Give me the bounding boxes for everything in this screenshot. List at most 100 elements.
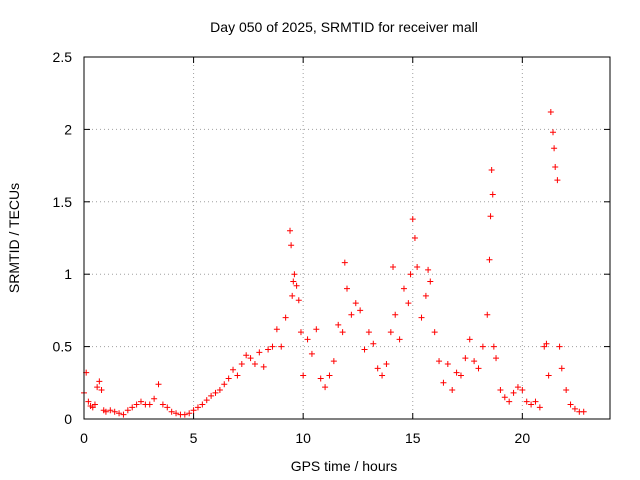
data-point [479, 343, 486, 350]
data-point [436, 358, 443, 365]
data-point [409, 216, 416, 223]
data-point [552, 164, 559, 171]
data-point [120, 411, 127, 418]
data-point [387, 329, 394, 336]
grid [84, 57, 610, 419]
data-point [493, 355, 500, 362]
data-point [247, 355, 254, 362]
data-point [379, 372, 386, 379]
data-point [164, 404, 171, 411]
data-point [322, 384, 329, 391]
data-point [173, 410, 180, 417]
data-point [107, 407, 114, 414]
data-point [487, 213, 494, 220]
data-point [256, 349, 263, 356]
data-point [425, 266, 432, 273]
data-point [313, 326, 320, 333]
data-point [348, 311, 355, 318]
data-point [304, 336, 311, 343]
data-point [278, 343, 285, 350]
data-point [514, 384, 521, 391]
x-tick-label: 20 [515, 430, 531, 446]
data-point [374, 365, 381, 372]
data-point [230, 366, 237, 373]
data-point [102, 408, 109, 415]
chart-title: Day 050 of 2025, SRMTID for receiver mal… [210, 19, 478, 35]
data-point [357, 307, 364, 314]
data-point [462, 355, 469, 362]
y-tick-label: 0 [64, 411, 72, 427]
data-point [558, 365, 565, 372]
data-points [81, 109, 587, 418]
data-point [475, 365, 482, 372]
data-point [550, 129, 557, 136]
y-tick-label: 2.5 [53, 49, 73, 65]
data-point [300, 372, 307, 379]
data-point [137, 398, 144, 405]
x-axis-title: GPS time / hours [291, 458, 398, 474]
data-point [407, 271, 414, 278]
data-point [489, 191, 496, 198]
data-point [506, 398, 513, 405]
data-point [326, 372, 333, 379]
data-point [361, 346, 368, 353]
data-point [212, 389, 219, 396]
data-point [234, 372, 241, 379]
data-point [208, 392, 215, 399]
data-point [225, 375, 232, 382]
data-point [556, 343, 563, 350]
data-point [523, 398, 530, 405]
data-point [392, 311, 399, 318]
data-point [190, 407, 197, 414]
data-point [543, 340, 550, 347]
x-tick-label: 10 [295, 430, 311, 446]
data-point [94, 384, 101, 391]
data-point [181, 411, 188, 418]
data-point [551, 145, 558, 152]
data-point [129, 404, 136, 411]
data-point [536, 404, 543, 411]
data-point [91, 401, 98, 408]
data-point [490, 343, 497, 350]
data-point [339, 329, 346, 336]
data-point [335, 321, 342, 328]
data-point [282, 314, 289, 321]
data-point [390, 263, 397, 270]
data-point [414, 263, 421, 270]
data-point [221, 381, 228, 388]
y-tick-label: 2 [64, 121, 72, 137]
data-point [85, 398, 92, 405]
data-point [563, 387, 570, 394]
data-point [501, 394, 508, 401]
data-point [265, 346, 272, 353]
y-tick-label: 0.5 [53, 339, 73, 355]
data-point [571, 405, 578, 412]
data-point [486, 256, 493, 263]
data-point [317, 375, 324, 382]
data-point [199, 401, 206, 408]
data-point [457, 372, 464, 379]
data-point [365, 329, 372, 336]
data-point [510, 389, 517, 396]
data-point [440, 379, 447, 386]
data-point [291, 271, 298, 278]
data-point [427, 278, 434, 285]
y-tick-label: 1 [64, 266, 72, 282]
data-point [396, 336, 403, 343]
data-point [111, 408, 118, 415]
data-point [293, 282, 300, 289]
data-point [238, 360, 245, 367]
data-point [159, 401, 166, 408]
data-point [146, 401, 153, 408]
axis-ticks [83, 56, 610, 420]
x-tick-label: 5 [190, 430, 198, 446]
data-point [151, 395, 158, 402]
data-point [290, 278, 297, 285]
data-point [444, 360, 451, 367]
data-point [344, 285, 350, 292]
plot-frame [83, 56, 611, 420]
data-point [203, 397, 210, 404]
data-point [497, 387, 504, 394]
data-point [287, 227, 294, 234]
data-point [155, 381, 162, 388]
